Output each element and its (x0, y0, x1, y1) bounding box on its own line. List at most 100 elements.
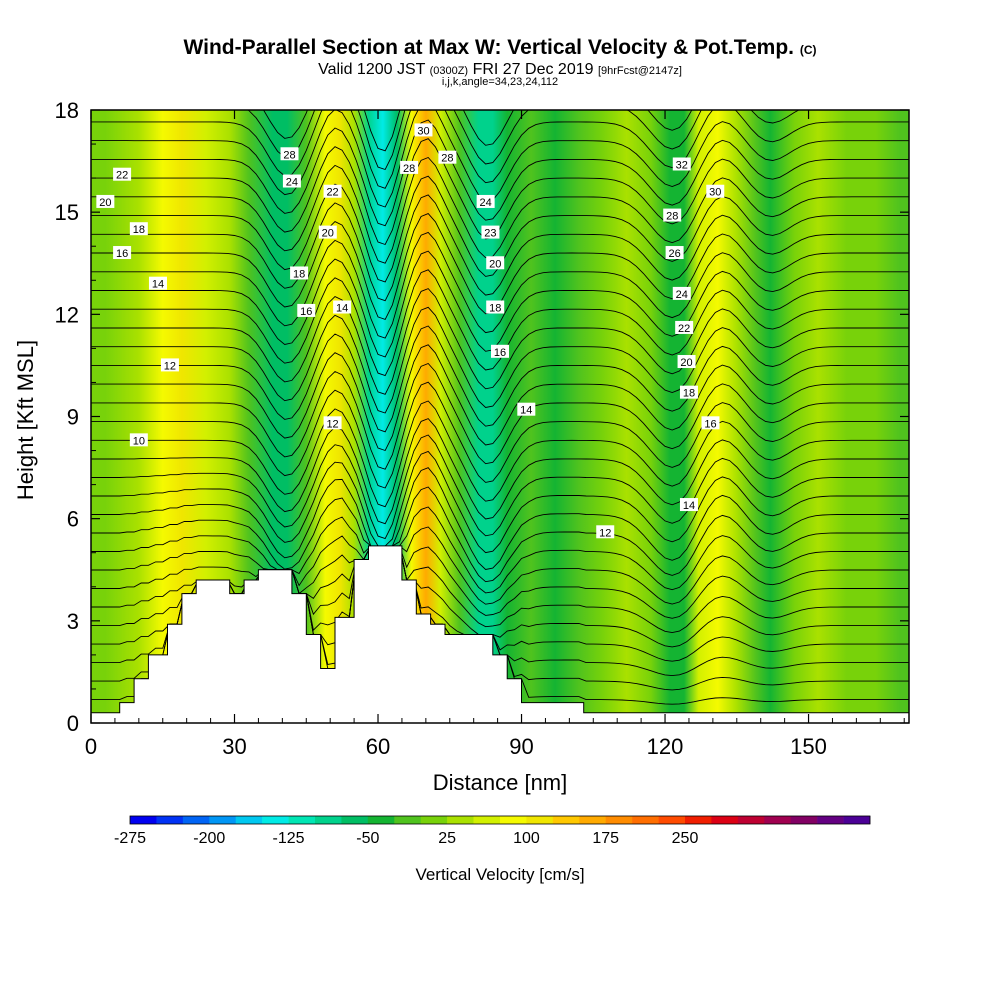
contour-label-background (677, 355, 696, 369)
contour-label-background (672, 157, 691, 171)
contour-label: 20 (489, 258, 501, 270)
contour-label-background (701, 416, 720, 430)
contour-label-background (113, 246, 132, 260)
colorbar-swatch (843, 816, 871, 824)
contour-label-background (517, 402, 536, 416)
contour-label: 23 (484, 228, 496, 240)
contour-label: 14 (152, 279, 164, 291)
contour-label: 14 (520, 405, 532, 417)
theta-contour-line (91, 325, 909, 433)
colorbar-tick-label: 25 (438, 830, 456, 847)
contour-label-background (297, 303, 316, 317)
theta-contour-line (91, 156, 909, 264)
colorbar-swatch (235, 816, 263, 824)
contour-label-background (486, 300, 505, 314)
contour-label: 12 (164, 360, 176, 372)
colorbar-swatch (605, 816, 633, 824)
colorbar-swatch (262, 816, 289, 824)
contour-label: 14 (336, 303, 348, 315)
contour-label: 18 (293, 268, 305, 280)
contour-label-background (414, 123, 433, 137)
theta-contour-line (91, 467, 909, 570)
contour-label: 22 (326, 187, 338, 199)
contour-label-background (129, 222, 148, 236)
contour-label: 16 (116, 248, 128, 260)
colorbar-swatch (156, 816, 184, 824)
contour-label-background (333, 300, 352, 314)
contour-label-background (282, 174, 301, 188)
contour-label-background (148, 276, 167, 290)
contour-label: 28 (283, 149, 295, 161)
y-tick-label: 18 (55, 98, 79, 123)
contour-label: 20 (680, 357, 692, 369)
theta-contour-line (246, 110, 800, 171)
colorbar-swatch (790, 816, 818, 824)
y-tick-label: 12 (55, 302, 79, 327)
colorbar-swatch (288, 816, 316, 824)
chart-title: Wind-Parallel Section at Max W: Vertical… (183, 36, 817, 59)
colorbar-swatch (315, 816, 342, 824)
contour-label-background (679, 498, 698, 512)
contour-label: 16 (494, 347, 506, 359)
contour-label-background (486, 256, 505, 270)
contour-label-background (476, 194, 495, 208)
theta-contour-line (91, 344, 909, 452)
contour-label: 30 (417, 125, 429, 137)
axes: 0 30 60 90 120 150 0 3 6 9 12 15 18 (55, 98, 909, 759)
theta-contour-line (91, 418, 909, 525)
contour-label-background (491, 344, 509, 358)
theta-contour-line (91, 288, 909, 395)
contour-label: 12 (326, 418, 338, 430)
theta-contour-line (91, 381, 909, 489)
x-tick-label: 30 (222, 734, 246, 759)
colorbar-tick-label: 250 (672, 830, 699, 847)
contour-label-background (663, 208, 682, 222)
theta-contour-line (91, 231, 909, 339)
theta-contour-line (91, 138, 909, 246)
y-tick-label: 6 (67, 507, 79, 532)
contour-label: 16 (300, 306, 312, 318)
colorbar-tick-label: -50 (356, 830, 379, 847)
contour-label: 20 (99, 197, 111, 209)
section-info: i,j,k,angle=34,23,24,112 (441, 76, 559, 88)
contour-label: 18 (683, 388, 695, 400)
contour-label: 24 (286, 177, 298, 189)
theta-contour-line (91, 119, 909, 227)
contour-label: 16 (704, 418, 716, 430)
colorbar-swatch (341, 816, 369, 824)
theta-contour-line (91, 434, 909, 540)
contour-label-background (290, 266, 309, 280)
colorbar-tick-label: 175 (592, 830, 619, 847)
contour-label-background (113, 167, 132, 181)
contour-label: 24 (676, 289, 688, 301)
theta-contour-line (91, 526, 909, 605)
contour-label: 28 (403, 163, 415, 175)
theta-contour-line (91, 400, 909, 508)
contour-label: 18 (133, 224, 145, 236)
contour-label: 10 (133, 435, 145, 447)
contour-labels: 22 20 18 16 14 12 10 28 24 22 20 18 16 14 12 30 28 28 24 23… (96, 123, 725, 539)
contour-label-background (400, 160, 419, 174)
theta-contour-line (91, 450, 909, 554)
contour-label: 26 (668, 248, 680, 260)
contour-label-background (481, 225, 500, 239)
theta-contour-line (91, 362, 909, 470)
contour-label-background (280, 147, 299, 161)
theta-contour-line (91, 545, 909, 619)
theta-contour-line (91, 110, 909, 208)
colorbar-swatch (209, 816, 237, 824)
contour-label: 18 (489, 303, 501, 315)
contour-label-background (706, 184, 725, 198)
colorbar-swatch (420, 816, 448, 824)
colorbar-tick-label: -275 (114, 830, 146, 847)
colorbar-swatch (473, 816, 501, 824)
contour-label-background (675, 320, 694, 334)
contour-label: 32 (676, 159, 688, 171)
colorbar-label: Vertical Velocity [cm/s] (415, 865, 584, 884)
chart-subtitle: Valid 1200 JST (0300Z) FRI 27 Dec 2019 [… (318, 61, 682, 78)
x-tick-label: 150 (790, 734, 827, 759)
contour-label: 30 (709, 187, 721, 199)
contour-label-background (323, 184, 342, 198)
contour-label-background (438, 150, 457, 164)
